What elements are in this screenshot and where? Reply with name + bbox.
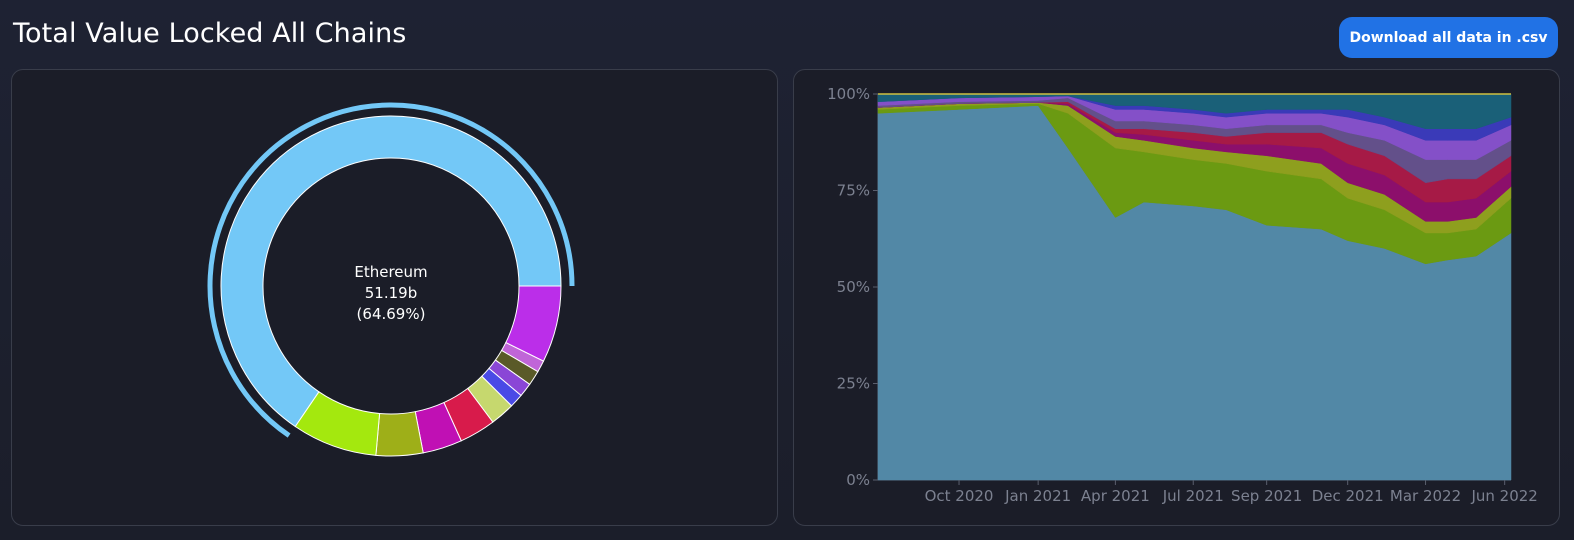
- active-slice-highlight-ring: [207, 102, 575, 438]
- x-tick-label: Oct 2020: [925, 487, 994, 505]
- center-label-name: Ethereum: [354, 263, 427, 281]
- download-csv-button[interactable]: Download all data in .csv: [1339, 17, 1558, 58]
- area-series[interactable]: [877, 93, 1512, 481]
- x-tick-label: Jan 2021: [1004, 487, 1071, 505]
- pie-chart-panel: Ethereum 51.19b (64.69%): [11, 69, 778, 526]
- x-tick-label: Dec 2021: [1312, 487, 1384, 505]
- x-tick-label: Mar 2022: [1390, 487, 1461, 505]
- y-tick-label: 0%: [846, 471, 870, 489]
- stacked-area-chart[interactable]: 0% 25% 50% 75% 100% Oct 2020 Jan 2021 Apr 2021…: [794, 70, 1560, 526]
- y-tick-label: 50%: [837, 278, 870, 296]
- x-tick-label: Jun 2022: [1470, 487, 1537, 505]
- x-tick-label: Sep 2021: [1231, 487, 1302, 505]
- x-axis-ticks: Oct 2020 Jan 2021 Apr 2021 Jul 2021 Sep 2021…: [925, 480, 1538, 505]
- x-tick-label: Jul 2021: [1162, 487, 1224, 505]
- pie-slice[interactable]: [294, 391, 381, 456]
- page-title: Total Value Locked All Chains: [13, 18, 407, 49]
- y-tick-label: 25%: [837, 375, 870, 393]
- y-tick-label: 75%: [837, 182, 870, 200]
- donut-chart[interactable]: Ethereum 51.19b (64.69%): [12, 70, 778, 526]
- area-chart-panel: 0% 25% 50% 75% 100% Oct 2020 Jan 2021 Apr 2021…: [793, 69, 1560, 526]
- center-label-value: 51.19b: [365, 284, 417, 302]
- pie-slice-active[interactable]: [220, 115, 562, 428]
- pie-slice[interactable]: [375, 411, 424, 457]
- pie-slices[interactable]: [220, 115, 562, 457]
- center-label-percent: (64.69%): [357, 305, 426, 323]
- y-axis-ticks: 0% 25% 50% 75% 100%: [827, 85, 878, 489]
- y-tick-label: 100%: [827, 85, 870, 103]
- x-tick-label: Apr 2021: [1081, 487, 1150, 505]
